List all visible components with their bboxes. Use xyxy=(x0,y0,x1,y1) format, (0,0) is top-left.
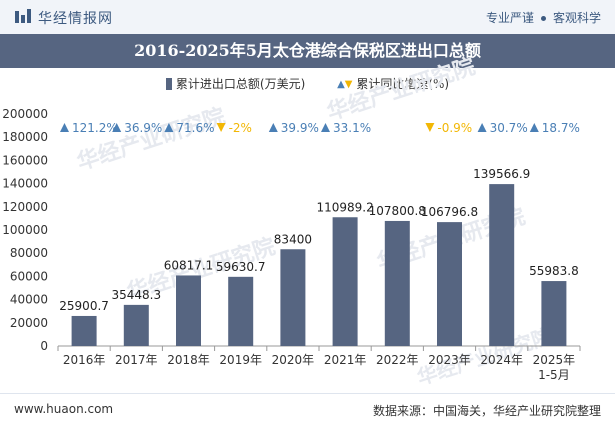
up-triangle-icon: ▲ xyxy=(337,79,345,90)
y-tick-label: 20000 xyxy=(10,316,48,330)
growth-rate-label: 39.9% xyxy=(281,121,319,135)
bar-value-label: 59630.7 xyxy=(216,260,266,274)
x-tick-label: 2023年 xyxy=(428,353,471,367)
y-tick-label: 180000 xyxy=(2,130,48,144)
x-tick-label: 2020年 xyxy=(272,353,315,367)
brand-logo-icon xyxy=(15,9,31,23)
growth-rate-label: 36.9% xyxy=(124,121,162,135)
bar xyxy=(176,275,201,346)
growth-rate-label: -2% xyxy=(229,121,252,135)
y-axis: 0 20000 40000 60000 80000 100000 120000 140000 1… xyxy=(2,107,48,353)
footer-divider xyxy=(0,393,615,394)
growth-rate-label: 33.1% xyxy=(333,121,371,135)
bar-value-label: 110989.2 xyxy=(316,200,373,214)
x-tick-label: 2022年 xyxy=(376,353,419,367)
bar xyxy=(123,304,149,346)
growth-down-marker xyxy=(425,123,435,132)
legend: 累计进出口总额(万美元) ▲▼ 累计同比增速(%) xyxy=(0,75,615,92)
bar-value-label: 139566.9 xyxy=(473,167,530,181)
x-tick-label: 2019年 xyxy=(219,353,262,367)
growth-rate-label: 30.7% xyxy=(490,121,528,135)
bar-value-label: 25900.7 xyxy=(59,299,109,313)
bar xyxy=(437,222,462,346)
y-tick-label: 0 xyxy=(40,339,48,353)
bar-value-label: 60817.1 xyxy=(164,258,214,272)
footer-website: www.huaon.com xyxy=(14,402,114,416)
y-tick-label: 120000 xyxy=(2,200,48,214)
x-tick-label: 2024年 xyxy=(480,353,523,367)
legend-bar-label: 累计进出口总额(万美元) xyxy=(175,77,306,91)
tagline-a: 专业严谨 xyxy=(485,11,534,25)
bar xyxy=(332,217,358,346)
down-triangle-icon: ▼ xyxy=(344,79,353,90)
bar-value-label: 107800.8 xyxy=(369,204,426,218)
growth-rate-label: 121.2% xyxy=(72,121,118,135)
growth-down-marker xyxy=(216,123,226,132)
growth-up-marker xyxy=(60,123,69,132)
chart-title: 2016-2025年5月太仓港综合保税区进出口总额 xyxy=(134,41,481,60)
y-tick-label: 160000 xyxy=(2,153,48,167)
y-tick-label: 80000 xyxy=(10,246,48,260)
bar xyxy=(489,184,515,346)
bar-value-label: 35448.3 xyxy=(111,288,161,302)
title-bar xyxy=(0,34,615,68)
bar-value-label: 55983.8 xyxy=(529,264,579,278)
legend-item-bars: 累计进出口总额(万美元) xyxy=(165,75,306,92)
x-tick-label: 2017年 xyxy=(115,353,158,367)
growth-up-marker xyxy=(477,123,487,132)
svg-text:华经产业研究院: 华经产业研究院 xyxy=(74,103,229,175)
legend-growth-label: 累计同比增速(%) xyxy=(356,77,450,91)
svg-text:华经产业研究院: 华经产业研究院 xyxy=(324,53,479,125)
growth-rate-label: 18.7% xyxy=(542,121,580,135)
growth-up-marker xyxy=(321,123,330,132)
bar xyxy=(280,249,306,346)
footer-source: 数据来源：中国海关，华经产业研究院整理 xyxy=(372,404,601,418)
growth-up-marker xyxy=(164,123,174,132)
y-tick-label: 40000 xyxy=(10,293,48,307)
tagline: 专业严谨 客观科学 xyxy=(486,9,601,26)
y-tick-label: 200000 xyxy=(2,107,48,121)
top-bar xyxy=(0,0,615,34)
y-tick-label: 140000 xyxy=(2,177,48,191)
growth-labels: 121.2% 36.9% 71.6% -2% 39.9% 33.1% -0.9% 30.7% 1… xyxy=(60,121,580,135)
growth-rate-label: 71.6% xyxy=(176,121,214,135)
legend-item-growth: ▲▼ 累计同比增速(%) xyxy=(337,75,449,92)
growth-up-marker xyxy=(529,123,539,132)
bar xyxy=(541,281,567,346)
x-tick-label: 2025年 1-5月 xyxy=(533,353,576,382)
brand-name: 华经情报网 xyxy=(38,11,113,27)
x-tick-label: 2018年 xyxy=(167,353,210,367)
growth-rate-label: -0.9% xyxy=(437,121,472,135)
growth-up-marker xyxy=(112,123,122,132)
bar-value-label: 83400 xyxy=(274,232,312,246)
growth-up-marker xyxy=(268,123,278,132)
dot-separator-icon xyxy=(540,16,546,21)
tagline-b: 客观科学 xyxy=(552,11,601,25)
bar xyxy=(384,220,410,346)
x-tick-label: 2016年 xyxy=(63,353,106,367)
bar-swatch-icon xyxy=(165,78,172,90)
y-tick-label: 60000 xyxy=(10,269,48,283)
bar xyxy=(71,315,97,346)
x-tick-label: 2021年 xyxy=(324,353,367,367)
bar-value-label: 106796.8 xyxy=(421,205,478,219)
bar xyxy=(228,276,254,346)
y-tick-label: 100000 xyxy=(2,223,48,237)
